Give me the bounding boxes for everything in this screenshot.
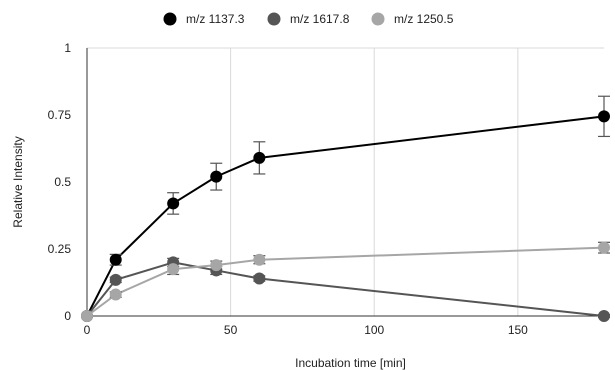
series-layer: [81, 95, 610, 322]
legend: m/z 1137.3 m/z 1617.8 m/z 1250.5: [163, 12, 454, 26]
data-point-2-1: [109, 288, 122, 301]
data-point-2-2: [167, 263, 180, 276]
x-axis-title: Incubation time [min]: [295, 356, 406, 370]
data-point-0-4: [253, 151, 266, 164]
legend-marker-2: [371, 12, 385, 26]
grid-layer: [87, 47, 604, 316]
x-tick-label-3: 150: [508, 323, 528, 337]
legend-marker-1: [267, 12, 281, 26]
y-tick-label-0: 0: [64, 309, 71, 323]
legend-label-0: m/z 1137.3: [186, 12, 245, 26]
legend-label-2: m/z 1250.5: [394, 12, 454, 26]
x-tick-label-2: 100: [364, 323, 384, 337]
x-tick-label-1: 50: [224, 323, 238, 337]
x-tick-label-0: 0: [84, 323, 91, 337]
y-tick-label-4: 1: [64, 41, 71, 55]
series-line-0: [86, 115, 605, 317]
y-tick-label-3: 0.75: [48, 108, 72, 122]
data-point-1-5: [598, 310, 610, 322]
data-point-2-5: [598, 241, 610, 254]
y-tick-label-1: 0.25: [48, 242, 72, 256]
legend-label-1: m/z 1617.8: [290, 12, 350, 26]
data-point-0-1: [109, 253, 122, 266]
data-point-0-5: [598, 110, 610, 123]
series-2: [81, 241, 610, 322]
y-tick-label-2: 0.5: [54, 175, 71, 189]
data-point-1-4: [253, 272, 266, 285]
series-line-2: [86, 246, 605, 317]
series-line-1: [86, 261, 605, 317]
series-0: [81, 95, 610, 322]
data-point-0-3: [210, 170, 223, 183]
axis-layer: 0 0.25 0.5 0.75 1 0 50 100 150: [48, 41, 604, 337]
data-point-0-2: [167, 197, 180, 210]
y-axis-title: Relative Intensity: [11, 136, 25, 227]
data-point-2-3: [210, 259, 223, 272]
series-1: [81, 256, 610, 322]
data-point-2-4: [253, 253, 266, 266]
data-point-2-0: [81, 310, 93, 322]
legend-marker-0: [163, 12, 177, 26]
data-point-1-1: [109, 273, 122, 286]
